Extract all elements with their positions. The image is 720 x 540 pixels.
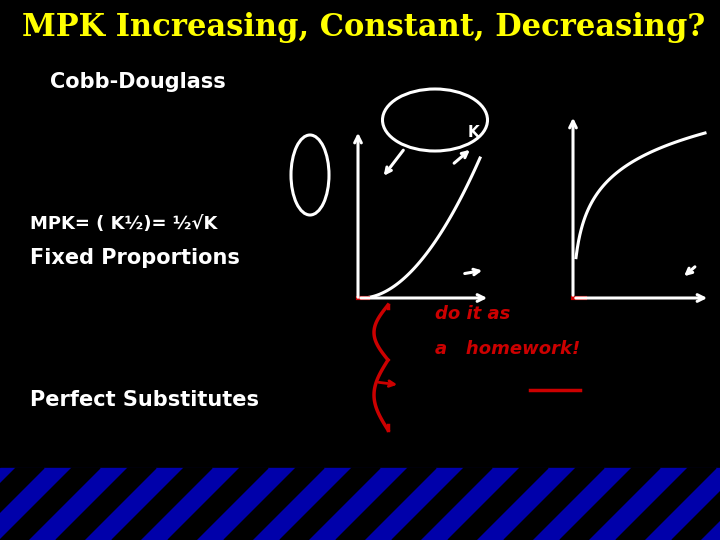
Polygon shape xyxy=(672,468,720,540)
Polygon shape xyxy=(0,468,44,540)
Text: Perfect Substitutes: Perfect Substitutes xyxy=(30,390,259,410)
Polygon shape xyxy=(112,468,212,540)
Polygon shape xyxy=(392,468,492,540)
Polygon shape xyxy=(504,468,604,540)
Text: K: K xyxy=(468,125,480,140)
Polygon shape xyxy=(168,468,268,540)
Text: Cobb-Douglass: Cobb-Douglass xyxy=(50,72,226,92)
Text: MPK Increasing, Constant, Decreasing?: MPK Increasing, Constant, Decreasing? xyxy=(22,12,706,43)
Polygon shape xyxy=(616,468,716,540)
Polygon shape xyxy=(560,468,660,540)
Polygon shape xyxy=(224,468,324,540)
Polygon shape xyxy=(0,468,100,540)
Polygon shape xyxy=(56,468,156,540)
Polygon shape xyxy=(336,468,436,540)
Text: a   homework!: a homework! xyxy=(435,340,580,358)
Polygon shape xyxy=(448,468,548,540)
Text: MPK= ( K½)= ½√K: MPK= ( K½)= ½√K xyxy=(30,215,217,233)
Text: Fixed Proportions: Fixed Proportions xyxy=(30,248,240,268)
Polygon shape xyxy=(280,468,380,540)
Text: do it as: do it as xyxy=(435,305,510,323)
Bar xyxy=(0,468,720,540)
